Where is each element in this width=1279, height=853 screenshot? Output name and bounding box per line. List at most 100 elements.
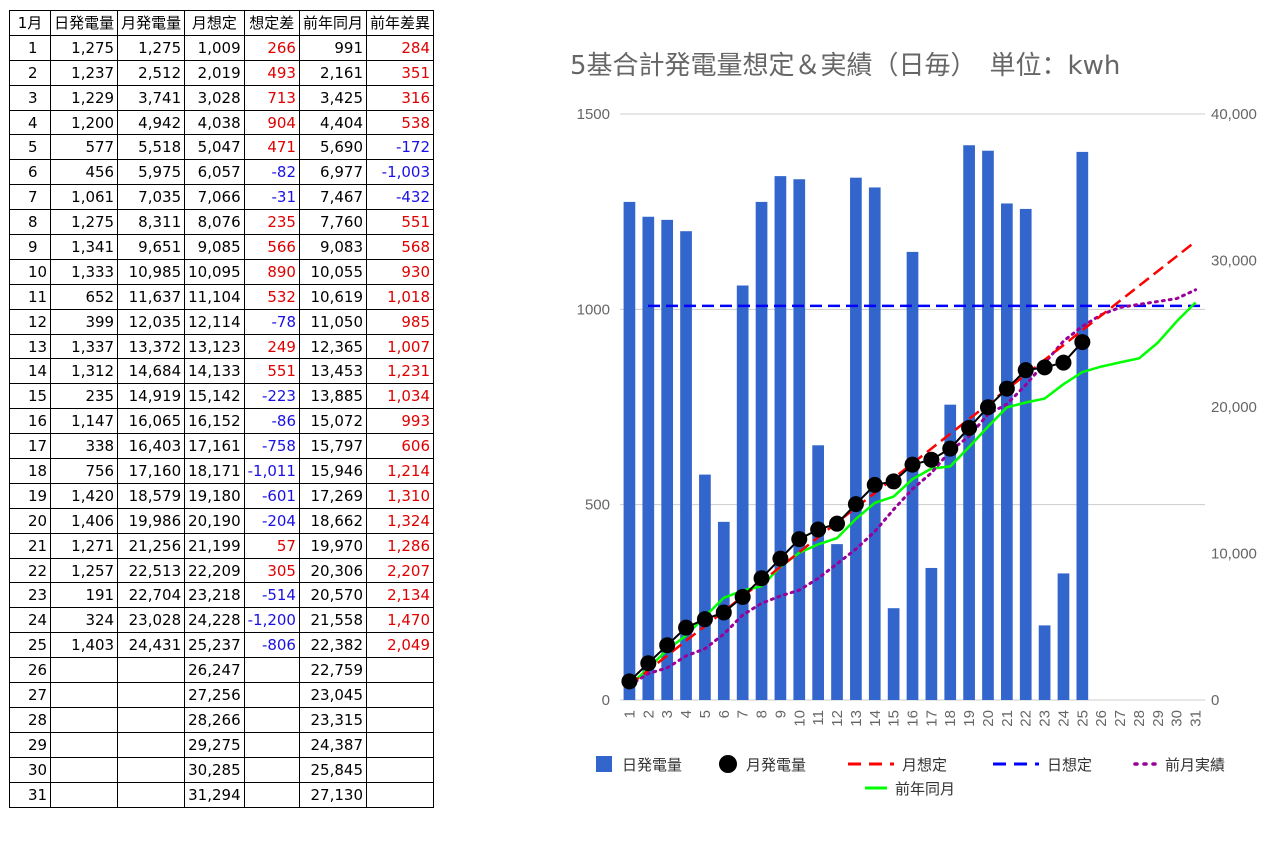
table-cell[interactable]: 1,007 <box>365 333 435 360</box>
table-cell[interactable]: 16,152 <box>184 408 245 435</box>
table-cell[interactable]: 9,651 <box>117 234 186 260</box>
table-cell[interactable]: 4,038 <box>184 109 245 136</box>
table-cell[interactable]: 3,425 <box>298 84 368 111</box>
table-cell[interactable]: 12,114 <box>184 308 245 335</box>
table-cell[interactable]: 5,047 <box>184 134 245 161</box>
table-cell[interactable]: 26 <box>8 657 52 684</box>
table-cell[interactable]: 25,845 <box>298 756 368 783</box>
table-cell[interactable]: 7,066 <box>184 184 245 211</box>
table-cell[interactable] <box>243 706 300 733</box>
table-cell[interactable]: 1,271 <box>50 532 119 559</box>
table-cell[interactable] <box>365 781 435 808</box>
table-cell[interactable]: 5,975 <box>117 159 186 186</box>
table-cell[interactable]: 1,337 <box>50 333 119 360</box>
table-cell[interactable]: 23,028 <box>117 607 186 634</box>
table-cell[interactable]: 18,171 <box>184 458 245 484</box>
table-cell[interactable]: 21,199 <box>184 532 245 559</box>
table-cell[interactable]: 29,275 <box>184 731 245 758</box>
table-cell[interactable]: 5 <box>8 134 52 161</box>
table-cell[interactable]: -601 <box>243 482 300 509</box>
table-cell[interactable]: 21 <box>8 532 52 559</box>
table-cell[interactable]: 11,637 <box>117 283 186 310</box>
table-cell[interactable]: 28,266 <box>184 706 245 733</box>
table-cell[interactable] <box>117 756 186 783</box>
table-cell[interactable] <box>50 682 119 708</box>
table-cell[interactable] <box>243 682 300 708</box>
table-cell[interactable]: 1,034 <box>365 383 435 410</box>
table-cell[interactable]: 18 <box>8 458 52 484</box>
table-cell[interactable]: 9,085 <box>184 234 245 260</box>
table-cell[interactable]: 13 <box>8 333 52 360</box>
table-cell[interactable]: 10 <box>8 258 52 285</box>
table-cell[interactable]: 20,190 <box>184 507 245 534</box>
table-cell[interactable] <box>365 756 435 783</box>
table-cell[interactable]: -204 <box>243 507 300 534</box>
table-cell[interactable]: 12,035 <box>117 308 186 335</box>
table-cell[interactable] <box>50 731 119 758</box>
table-cell[interactable]: 8 <box>8 209 52 236</box>
table-cell[interactable]: 305 <box>243 557 300 584</box>
table-cell[interactable]: 7,035 <box>117 184 186 211</box>
table-cell[interactable]: 532 <box>243 283 300 310</box>
table-cell[interactable]: 1,147 <box>50 408 119 435</box>
table-cell[interactable] <box>50 781 119 808</box>
table-cell[interactable]: 19 <box>8 482 52 509</box>
table-cell[interactable]: 14,133 <box>184 358 245 385</box>
table-cell[interactable]: 235 <box>243 209 300 236</box>
table-cell[interactable]: 284 <box>365 34 435 61</box>
table-cell[interactable]: 577 <box>50 134 119 161</box>
table-cell[interactable]: 1,310 <box>365 482 435 509</box>
table-cell[interactable]: 1,018 <box>365 283 435 310</box>
table-cell[interactable]: 27,130 <box>298 781 368 808</box>
table-cell[interactable]: 15,142 <box>184 383 245 410</box>
table-cell[interactable]: 2,019 <box>184 59 245 86</box>
table-cell[interactable]: 21,256 <box>117 532 186 559</box>
table-cell[interactable]: -432 <box>365 184 435 211</box>
table-cell[interactable]: 11 <box>8 283 52 310</box>
table-cell[interactable]: 1,324 <box>365 507 435 534</box>
table-cell[interactable]: 1,406 <box>50 507 119 534</box>
table-cell[interactable] <box>365 706 435 733</box>
table-cell[interactable]: 3 <box>8 84 52 111</box>
table-cell[interactable]: -172 <box>365 134 435 161</box>
table-cell[interactable]: 16,065 <box>117 408 186 435</box>
header-monthly-generation[interactable]: 月発電量 <box>117 10 186 36</box>
table-cell[interactable]: 24 <box>8 607 52 634</box>
table-cell[interactable]: 19,970 <box>298 532 368 559</box>
table-cell[interactable]: -806 <box>243 632 300 659</box>
table-cell[interactable] <box>117 682 186 708</box>
table-cell[interactable]: -82 <box>243 159 300 186</box>
table-cell[interactable]: 8,076 <box>184 209 245 236</box>
table-cell[interactable]: 30 <box>8 756 52 783</box>
table-cell[interactable]: 930 <box>365 258 435 285</box>
table-cell[interactable]: 23 <box>8 582 52 609</box>
table-cell[interactable]: 20,306 <box>298 557 368 584</box>
table-cell[interactable]: 24,431 <box>117 632 186 659</box>
table-cell[interactable]: 10,055 <box>298 258 368 285</box>
table-cell[interactable] <box>117 781 186 808</box>
table-cell[interactable] <box>243 756 300 783</box>
table-cell[interactable]: 551 <box>243 358 300 385</box>
table-cell[interactable]: 1,061 <box>50 184 119 211</box>
table-cell[interactable]: 20 <box>8 507 52 534</box>
table-cell[interactable]: 1,286 <box>365 532 435 559</box>
table-cell[interactable]: -86 <box>243 408 300 435</box>
table-cell[interactable]: 1,257 <box>50 557 119 584</box>
table-cell[interactable]: 316 <box>365 84 435 111</box>
table-cell[interactable]: 16,403 <box>117 433 186 460</box>
table-cell[interactable]: 985 <box>365 308 435 335</box>
table-cell[interactable]: 6,977 <box>298 159 368 186</box>
table-cell[interactable]: 17,269 <box>298 482 368 509</box>
table-cell[interactable]: 1,237 <box>50 59 119 86</box>
table-cell[interactable]: 538 <box>365 109 435 136</box>
table-cell[interactable] <box>50 706 119 733</box>
table-cell[interactable]: 30,285 <box>184 756 245 783</box>
table-cell[interactable]: 11,104 <box>184 283 245 310</box>
table-cell[interactable]: 22,513 <box>117 557 186 584</box>
table-cell[interactable]: 4,942 <box>117 109 186 136</box>
table-cell[interactable] <box>365 657 435 684</box>
table-cell[interactable]: 11,050 <box>298 308 368 335</box>
table-cell[interactable]: 13,453 <box>298 358 368 385</box>
header-prev-year-diff[interactable]: 前年差異 <box>365 10 435 36</box>
table-cell[interactable]: 23,315 <box>298 706 368 733</box>
